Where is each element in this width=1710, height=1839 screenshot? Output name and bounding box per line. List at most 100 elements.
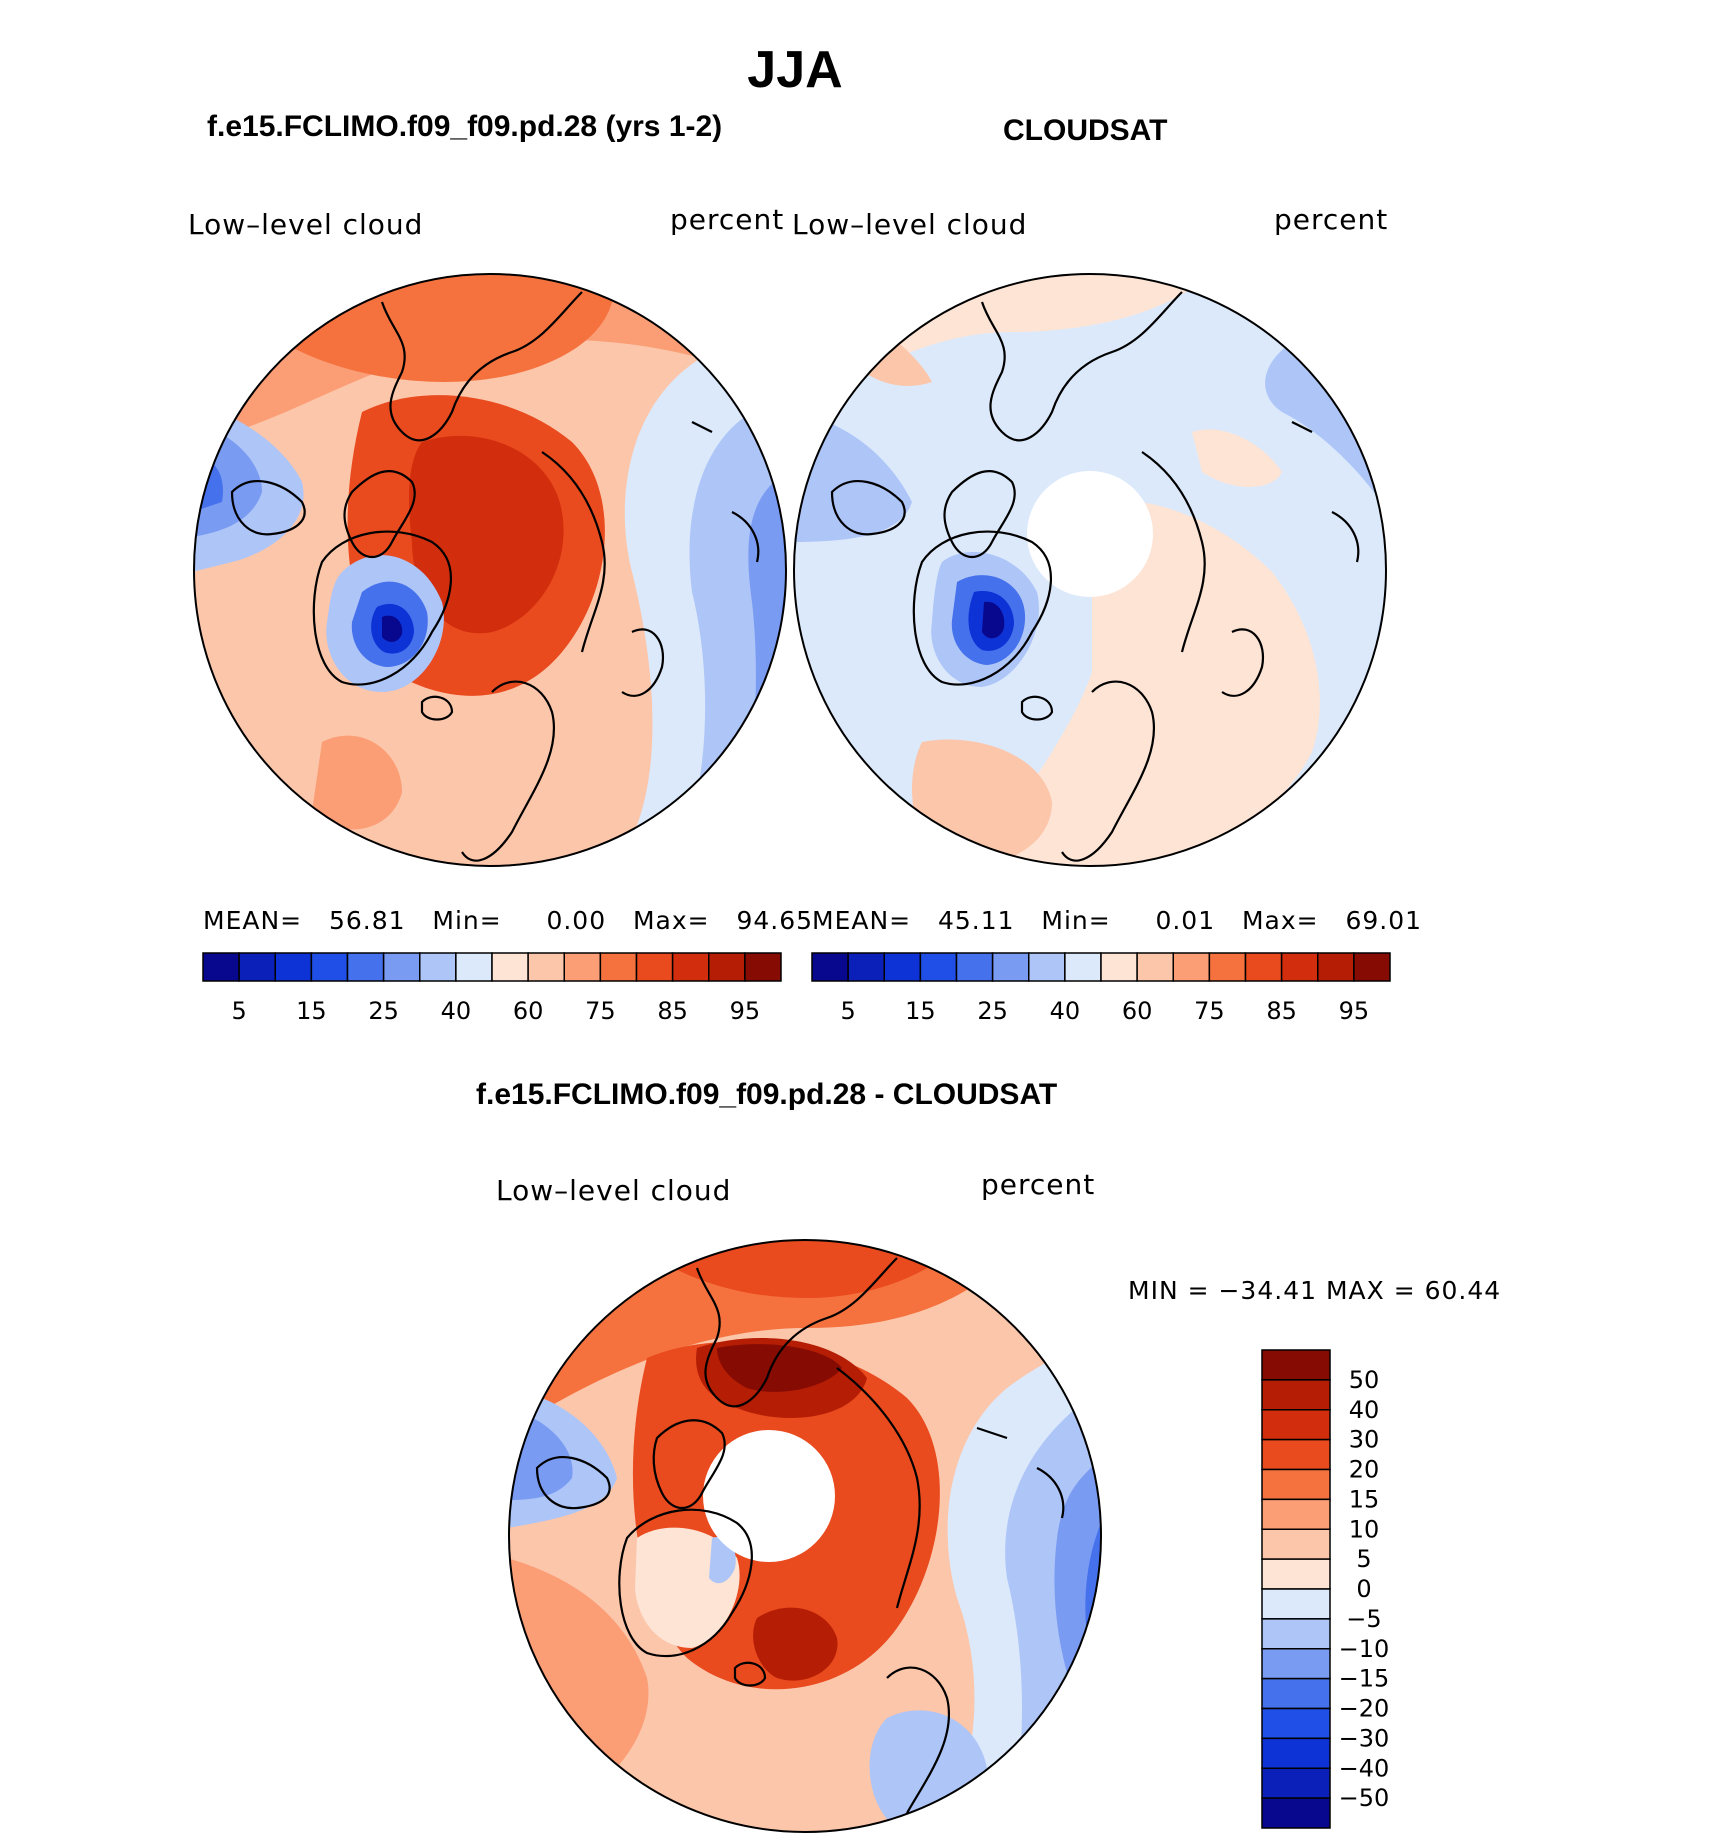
diff-colorbar-tick-label: −10: [1339, 1635, 1390, 1663]
diff-colorbar-swatch: [1261, 1677, 1331, 1710]
obs-colorbar-swatch: [883, 952, 922, 982]
diff-panel-title: f.e15.FCLIMO.f09_f09.pd.28 - CLOUDSAT: [476, 1078, 1058, 1111]
diff-colorbar-swatch: [1261, 1558, 1331, 1590]
obs-colorbar-swatch: [991, 952, 1030, 982]
model-coastlines: [230, 291, 760, 862]
model-polar-map: [193, 273, 787, 867]
diff-colorbar-swatch: [1261, 1618, 1331, 1650]
model-mean-value: 56.81: [328, 906, 406, 935]
obs-colorbar-swatch: [1028, 952, 1066, 982]
model-colorbar-swatch: [202, 952, 240, 982]
model-colorbar-tick-label: 95: [730, 997, 761, 1025]
diff-polar-hole: [703, 1430, 835, 1562]
obs-panel-title: CLOUDSAT: [1003, 114, 1168, 147]
model-units-label: percent: [670, 203, 785, 236]
model-colorbar-swatch: [419, 952, 457, 982]
diff-colorbar-tick-label: −5: [1346, 1605, 1381, 1633]
model-max-label: Max=: [632, 906, 710, 935]
obs-polar-map: [793, 273, 1387, 867]
obs-variable-label: Low–level cloud: [792, 208, 1028, 241]
obs-min-value: 0.01: [1155, 906, 1216, 935]
obs-colorbar-tick-label: 95: [1339, 997, 1370, 1025]
diff-fill-greenland-east: [753, 1607, 838, 1681]
model-colorbar-swatch: [455, 952, 493, 982]
model-colorbar-swatch: [310, 952, 349, 982]
diff-colorbar-swatch: [1261, 1767, 1331, 1799]
model-colorbar-tick-label: 40: [441, 997, 472, 1025]
diff-colorbar-swatch: [1261, 1438, 1331, 1471]
model-colorbar-tick-label: 15: [296, 997, 327, 1025]
diff-colorbar-tick-label: −40: [1339, 1754, 1390, 1782]
obs-colorbar-tick-label: 75: [1194, 997, 1225, 1025]
model-panel-title: f.e15.FCLIMO.f09_f09.pd.28 (yrs 1-2): [207, 110, 723, 143]
diff-colorbar-tick-label: 30: [1349, 1426, 1380, 1454]
model-fill-atlantic-patch: [312, 735, 402, 830]
obs-fill-greenland-core: [982, 601, 1005, 639]
diff-colorbar-swatch: [1261, 1468, 1331, 1501]
obs-fill-siberia-patch: [1192, 429, 1282, 487]
model-colorbar-swatch: [599, 952, 638, 982]
diff-colorbar-tick-label: 5: [1356, 1545, 1371, 1573]
diff-colorbar-swatch: [1261, 1797, 1331, 1829]
obs-colorbar-swatch: [1353, 952, 1391, 982]
obs-colorbar-swatch: [1100, 952, 1138, 982]
model-colorbar-swatch: [527, 952, 565, 982]
diff-colorbar-tick-label: 0: [1356, 1575, 1371, 1603]
model-colorbar-tick-label: 85: [657, 997, 688, 1025]
model-mean-label: MEAN=: [203, 906, 303, 935]
diff-colorbar-swatch: [1261, 1588, 1331, 1620]
model-variable-label: Low–level cloud: [188, 208, 424, 241]
obs-mean-label: MEAN=: [812, 906, 912, 935]
model-colorbar-swatch: [274, 952, 313, 982]
diff-colorbar-swatch: [1261, 1349, 1331, 1381]
obs-colorbar-swatch: [919, 952, 958, 982]
model-fill-arctic-core: [409, 435, 564, 634]
model-colorbar-swatch: [563, 952, 602, 982]
obs-max-label: Max=: [1241, 906, 1319, 935]
obs-fill-eurasia: [972, 500, 1320, 866]
diff-colorbar-swatch: [1261, 1379, 1331, 1411]
diff-colorbar-tick-label: 40: [1349, 1396, 1380, 1424]
obs-colorbar-tick-label: 60: [1122, 997, 1153, 1025]
obs-min-label: Min=: [1041, 906, 1111, 935]
obs-colorbar-swatch: [955, 952, 994, 982]
obs-stats: MEAN= 45.11 Min= 0.01 Max= 69.01: [812, 906, 1422, 935]
diff-polar-map: [508, 1239, 1102, 1833]
obs-colorbar-swatch: [1172, 952, 1211, 982]
model-colorbar-swatch: [238, 952, 276, 982]
obs-units-label: percent: [1274, 203, 1389, 236]
diff-variable-label: Low–level cloud: [496, 1174, 732, 1207]
obs-colorbar: 5 15 25 40 60 75 85 95: [811, 952, 1391, 1025]
diff-colorbar-tick-label: −15: [1339, 1665, 1390, 1693]
obs-colorbar-tick-label: 85: [1266, 997, 1297, 1025]
model-colorbar-tick-label: 60: [513, 997, 544, 1025]
obs-colorbar-tick-label: 25: [977, 997, 1008, 1025]
diff-fill-arctic-peak: [717, 1344, 842, 1392]
diff-colorbar-swatch: [1261, 1498, 1331, 1530]
diff-map-boundary: [508, 1239, 1102, 1833]
model-colorbar-tick-label: 25: [368, 997, 399, 1025]
obs-colorbar-swatch: [1244, 952, 1283, 982]
model-colorbar-swatch: [708, 952, 746, 982]
model-colorbar-swatch: [744, 952, 782, 982]
diff-colorbar-tick-label: 20: [1349, 1456, 1380, 1484]
model-colorbar-tick-label: 5: [231, 997, 246, 1025]
model-colorbar-swatch: [491, 952, 529, 982]
obs-colorbar-swatch: [1208, 952, 1247, 982]
obs-mean-value: 45.11: [937, 906, 1015, 935]
obs-coastlines: [830, 291, 1360, 862]
model-colorbar-swatch: [382, 952, 421, 982]
obs-colorbar-tick-label: 5: [840, 997, 855, 1025]
obs-max-value: 69.01: [1345, 906, 1423, 935]
diff-colorbar-tick-label: −50: [1339, 1784, 1390, 1812]
model-colorbar-swatch: [671, 952, 710, 982]
obs-colorbar-tick-label: 15: [905, 997, 936, 1025]
diff-units-label: percent: [981, 1168, 1096, 1201]
model-colorbar-tick-label: 75: [585, 997, 616, 1025]
model-min-value: 0.00: [546, 906, 607, 935]
obs-polar-hole: [1027, 471, 1153, 597]
diff-colorbar-tick-label: −30: [1339, 1724, 1390, 1752]
model-max-value: 94.65: [736, 906, 814, 935]
model-min-label: Min=: [432, 906, 502, 935]
